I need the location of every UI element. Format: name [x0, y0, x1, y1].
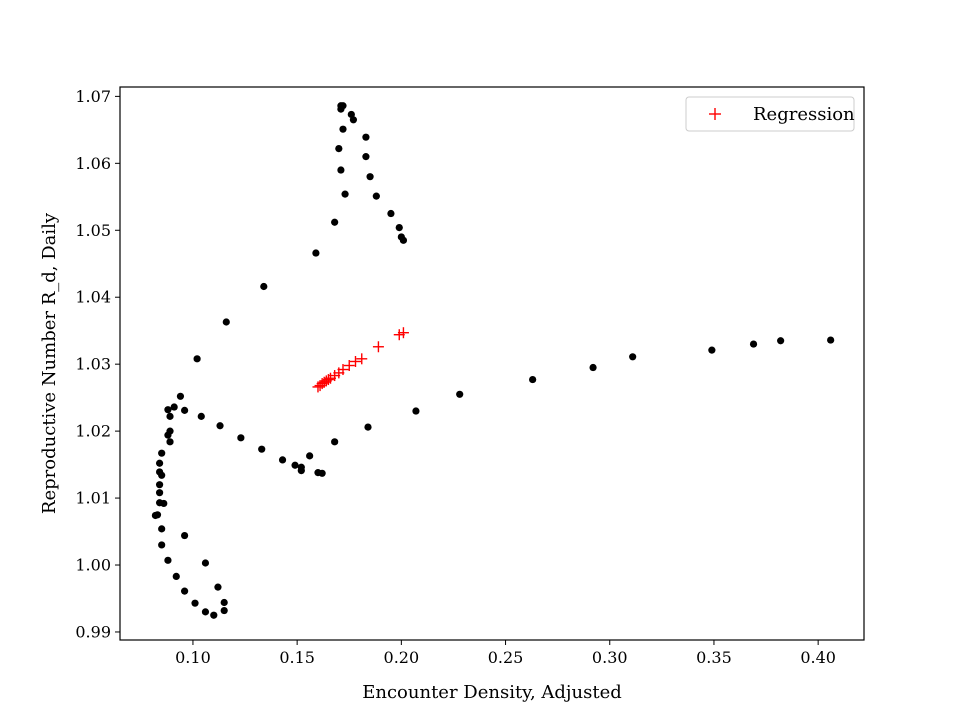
data-point [456, 390, 464, 398]
y-tick-label: 1.04 [75, 288, 111, 307]
x-tick-label: 0.35 [696, 648, 732, 667]
data-point [160, 499, 168, 508]
regression-point [349, 355, 361, 367]
x-tick-label: 0.25 [488, 648, 524, 667]
data-point [372, 192, 380, 200]
data-point [278, 456, 287, 464]
y-axis: 0.99 1.00 1.01 1.02 1.03 1.04 1.05 1.06 1.07 [75, 87, 120, 641]
regression-point [322, 374, 334, 386]
data-point [412, 407, 420, 415]
data-point [155, 489, 164, 497]
data-point [170, 403, 178, 411]
data-point [331, 438, 339, 446]
data-point [260, 282, 268, 291]
data-point [749, 340, 758, 348]
data-point [158, 525, 166, 533]
data-point [158, 471, 166, 479]
data-point [164, 556, 172, 564]
data-point [197, 412, 205, 420]
y-tick-label: 1.01 [75, 489, 111, 508]
data-point [201, 559, 210, 567]
data-point [395, 223, 403, 232]
data-point [210, 611, 218, 619]
data-point [291, 461, 299, 469]
y-tick-label: 1.02 [75, 422, 111, 441]
data-point [193, 355, 201, 363]
data-point [777, 337, 785, 345]
regression-point [337, 364, 349, 376]
regression-point [356, 353, 368, 365]
data-point [258, 445, 266, 453]
data-point [337, 105, 345, 113]
y-tick-label: 1.03 [75, 355, 111, 374]
data-point [181, 531, 189, 540]
y-tick-label: 0.99 [75, 622, 111, 641]
data-point [339, 125, 347, 133]
data-point [220, 606, 228, 615]
data-point [362, 133, 370, 141]
data-point [349, 116, 358, 124]
data-point [214, 583, 222, 591]
x-tick-label: 0.20 [384, 648, 420, 667]
data-point [529, 375, 537, 384]
y-tick-label: 1.07 [75, 87, 111, 106]
data-point [166, 412, 174, 420]
data-point [201, 608, 210, 616]
data-point [331, 218, 339, 226]
data-point [589, 363, 597, 372]
y-tick-label: 1.05 [75, 221, 111, 240]
x-axis-label: Encounter Density, Adjusted [362, 682, 622, 703]
data-point [306, 452, 314, 460]
data-point [176, 392, 185, 400]
legend-label-regression: Regression [753, 104, 855, 125]
data-point [191, 599, 199, 607]
data-point [335, 144, 343, 153]
y-tick-label: 1.06 [75, 154, 111, 173]
x-tick-label: 0.30 [592, 648, 628, 667]
data-point [237, 434, 245, 442]
data-point [164, 431, 172, 439]
data-point [155, 459, 164, 467]
data-point [312, 249, 320, 257]
legend: Regression [685, 96, 855, 132]
data-point [220, 598, 228, 607]
data-point [387, 209, 395, 218]
data-point [181, 587, 189, 595]
y-axis-label: Reproductive Number R_d, Daily [39, 212, 60, 514]
data-point [318, 469, 326, 477]
data-point [158, 449, 166, 457]
data-point [629, 353, 637, 361]
data-point [297, 467, 305, 475]
data-point [364, 423, 372, 431]
data-point [166, 438, 174, 446]
x-tick-label: 0.40 [800, 648, 836, 667]
regression-point [343, 360, 355, 372]
data-point [222, 318, 230, 326]
y-tick-label: 1.00 [75, 556, 111, 575]
data-point [708, 346, 716, 354]
regression-point [372, 341, 384, 353]
data-point [362, 153, 370, 161]
x-tick-label: 0.15 [279, 648, 315, 667]
legend-marker-regression [709, 108, 721, 120]
regression-point [397, 327, 409, 339]
data-point [341, 190, 349, 198]
data-point [827, 336, 835, 344]
x-tick-label: 0.10 [175, 648, 211, 667]
data-points [151, 102, 835, 619]
data-point [158, 541, 166, 549]
data-point [164, 406, 172, 414]
data-point [337, 166, 345, 174]
legend-box [685, 96, 855, 132]
data-point [181, 406, 189, 414]
x-axis: 0.10 0.15 0.20 0.25 0.30 0.35 0.40 [175, 640, 836, 667]
data-point [366, 173, 374, 181]
data-point [155, 481, 164, 489]
data-point [151, 511, 160, 520]
data-point [399, 236, 408, 244]
data-point [216, 422, 224, 430]
data-point [172, 572, 180, 580]
plot-frame [119, 86, 865, 641]
